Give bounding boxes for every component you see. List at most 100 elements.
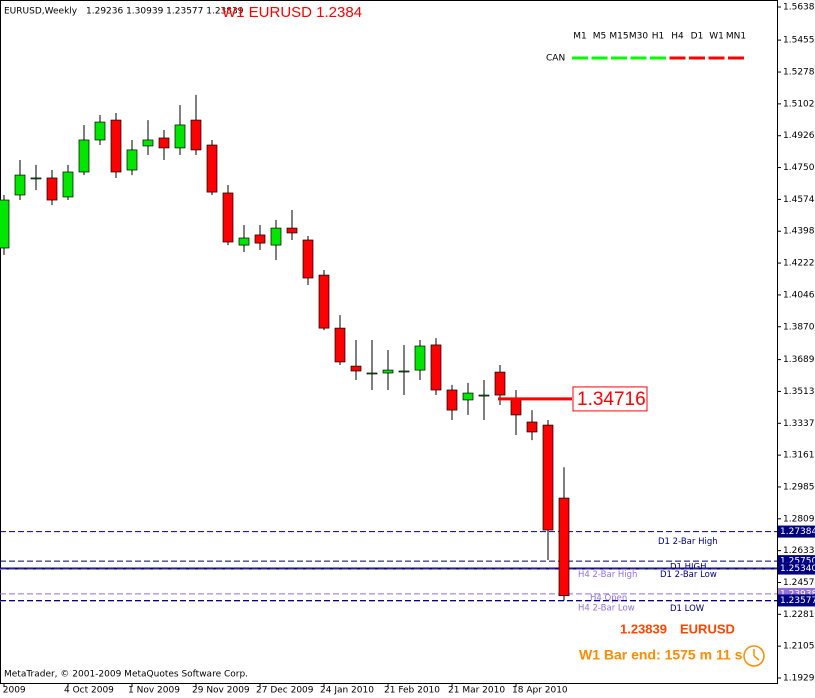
body: [302, 239, 314, 279]
info-symbol: EURUSD: [680, 621, 735, 636]
body: [366, 372, 378, 375]
body: [30, 177, 42, 180]
body: [542, 424, 554, 531]
y-tick-label: 1.45745: [783, 195, 815, 205]
body: [414, 345, 426, 371]
body: [318, 274, 330, 329]
clock-icon: [743, 645, 765, 667]
y-tick-label: 1.42225: [783, 259, 815, 269]
candles: [0, 94, 570, 601]
body: [14, 174, 26, 196]
timeframe-label: D1: [691, 32, 704, 42]
y-tick-label: 1.36890: [783, 355, 815, 365]
x-tick-label: 24 Jan 2010: [320, 686, 374, 696]
body: [142, 139, 154, 147]
body: [78, 139, 90, 173]
body: [382, 369, 394, 374]
y-tick-label: 1.29850: [783, 482, 815, 492]
body: [526, 421, 538, 433]
body: [334, 327, 346, 363]
marker-label: 1.34716: [577, 389, 646, 410]
y-tick-label: 1.43985: [783, 227, 815, 237]
body: [494, 371, 506, 396]
y-tick-label: 1.35130: [783, 387, 815, 397]
y-tick-label: 1.24570: [783, 578, 815, 588]
body: [62, 171, 74, 198]
y-tick-label: 1.49265: [783, 131, 815, 141]
body: [270, 227, 282, 246]
signal-name: CAN: [546, 54, 565, 64]
x-tick-label: 21 Mar 2010: [448, 686, 505, 696]
level-label: H4 2-Bar High: [578, 570, 637, 580]
body: [286, 227, 298, 234]
x-tick-label: 21 Feb 2010: [384, 686, 440, 696]
body: [46, 177, 58, 201]
timeframe-label: M15: [609, 32, 628, 42]
y-tick-label: 1.56380: [783, 3, 815, 13]
timeframe-label: W1: [709, 32, 724, 42]
body: [462, 392, 474, 401]
y-tick-label: 1.47505: [783, 163, 815, 173]
y-tick-label: 1.38705: [783, 322, 815, 332]
price-box-label: 1.25340: [780, 564, 815, 574]
y-tick-label: 1.28090: [783, 514, 815, 524]
timeframe-label: H1: [652, 32, 665, 42]
body: [158, 137, 170, 149]
y-tick-label: 1.31610: [783, 451, 815, 461]
timeframe-label: M30: [629, 32, 648, 42]
axis: 1.56380 1.54550 1.52785 1.51025 1.49265 1.475…: [0, 3, 815, 696]
y-tick-label: 1.26330: [783, 546, 815, 556]
x-tick-label: 1 Nov 2009: [128, 686, 180, 696]
footer: MetaTrader, © 2001-2009 MetaQuotes Softw…: [4, 670, 248, 680]
y-tick-label: 1.40465: [783, 290, 815, 300]
overlay: 1.34716: [498, 386, 648, 412]
marker-box: [572, 386, 648, 412]
price-box: [778, 594, 815, 607]
y-tick-label: 1.54550: [783, 36, 815, 46]
body: [94, 121, 106, 141]
price-box-label: 1.27384: [780, 527, 815, 537]
price-box-label: 1.25750: [780, 557, 815, 567]
chart-title: W1 EURUSD 1.2384: [222, 4, 362, 21]
x-tick-label: 27 Dec 2009: [256, 686, 314, 696]
info-price: 1.23839: [620, 621, 667, 636]
y-tick-label: 1.51025: [783, 99, 815, 109]
body: [222, 192, 234, 243]
body: [350, 365, 362, 372]
x-tick-label: 4 Oct 2009: [64, 686, 114, 696]
body: [126, 149, 138, 171]
x-tick-label: 18 Apr 2010: [512, 686, 568, 696]
symbol: EURUSD,Weekly: [4, 7, 78, 17]
body: [238, 237, 250, 246]
level-label: D1 2-Bar Low: [660, 570, 717, 580]
body: [110, 119, 122, 173]
body: [446, 389, 458, 411]
y-tick-label: 1.52785: [783, 68, 815, 78]
level-label: D1 LOW: [670, 604, 705, 614]
price-box-label: 1.23938: [780, 589, 815, 599]
x-tick-label: 29 Nov 2009: [192, 686, 250, 696]
timeframe-label: MN1: [726, 32, 746, 42]
body: [174, 124, 186, 149]
body: [510, 397, 522, 416]
body: [190, 119, 202, 151]
y-tick-label: 1.19290: [783, 674, 815, 684]
level-label: H4 Open: [590, 593, 627, 603]
timeframe-label: H4: [671, 32, 684, 42]
timeframe-label: M5: [593, 32, 607, 42]
bar-end: W1 Bar end: 1575 m 11 s: [579, 647, 743, 663]
body: [430, 344, 442, 391]
y-tick-label: 1.33370: [783, 419, 815, 429]
x-tick-label: 6 Sep 2009: [0, 686, 26, 696]
timeframe-label: M1: [573, 32, 587, 42]
body: [0, 199, 10, 249]
body: [558, 497, 570, 597]
body: [206, 144, 218, 193]
price-box-label: 1.23577: [780, 596, 815, 606]
ohlc: 1.29236 1.30939 1.23577 1.23839: [86, 7, 244, 17]
level-label: H4 2-Bar Low: [578, 604, 635, 614]
body: [254, 234, 266, 244]
